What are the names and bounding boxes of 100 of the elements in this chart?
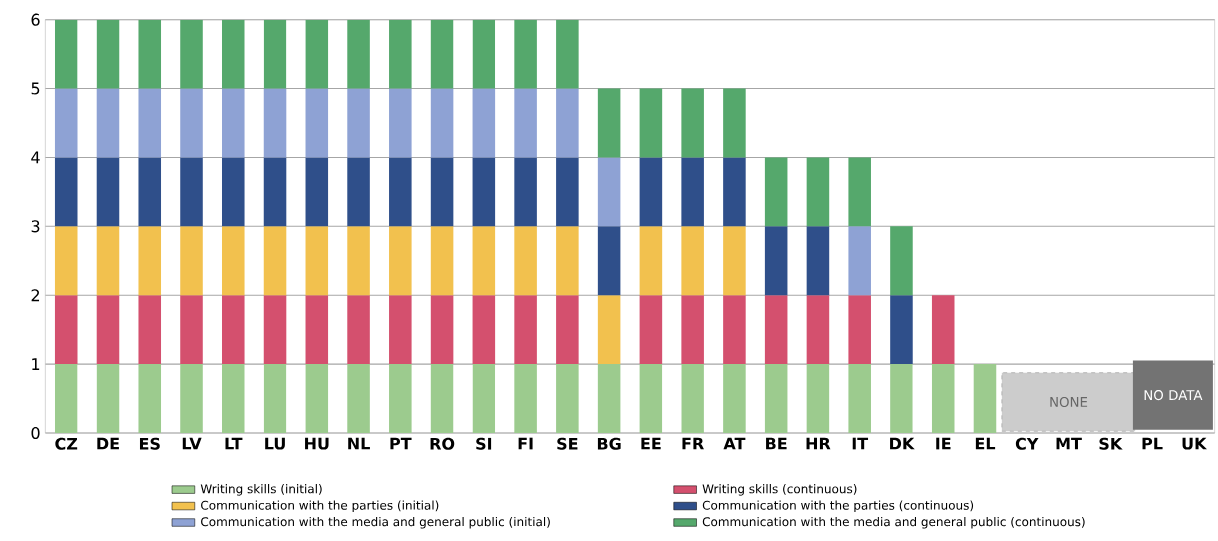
bar (222, 226, 245, 296)
bar (764, 295, 788, 365)
bar (347, 364, 370, 433)
bar (263, 295, 287, 365)
y-tick-label: 1 (32, 358, 40, 370)
bar (305, 364, 329, 433)
bar (54, 19, 78, 89)
x-tick-label: NL (348, 437, 370, 450)
bar (597, 295, 621, 365)
bar (389, 19, 412, 89)
bar (54, 364, 78, 433)
x-tick-label: HU (305, 437, 329, 450)
bar (180, 364, 203, 433)
bar (764, 364, 788, 433)
bar (180, 226, 203, 296)
x-tick-label: BE (766, 437, 787, 450)
bar (556, 157, 579, 227)
x-tick-label: FR (682, 437, 704, 450)
bar (96, 19, 120, 89)
bar (681, 295, 704, 365)
bar (472, 88, 496, 158)
bar (890, 295, 913, 365)
bar (389, 295, 412, 365)
x-tick-label: CZ (55, 437, 78, 450)
x-tick-label: ES (139, 437, 160, 450)
bar (973, 364, 997, 433)
x-tick-label: BG (597, 437, 621, 450)
bar (723, 157, 746, 227)
bar (96, 157, 120, 227)
bar (890, 364, 913, 433)
bar (305, 157, 329, 227)
bar (96, 88, 120, 158)
bar (472, 157, 496, 227)
bar (305, 19, 329, 89)
x-tick-label: SI (476, 437, 492, 450)
x-tick-label: HR (806, 437, 831, 450)
y-tick-label: 4 (31, 151, 40, 164)
bar (556, 364, 579, 433)
bar (639, 364, 663, 433)
bar (138, 19, 162, 89)
x-tick-label: IT (852, 437, 869, 450)
x-tick-label: DK (890, 437, 915, 450)
bar (890, 226, 913, 296)
bar (263, 364, 287, 433)
x-tick-label: SK (1099, 437, 1123, 450)
x-tick-label: PL (1142, 437, 1163, 450)
y-tick-label: 3 (31, 220, 40, 233)
bar (681, 364, 704, 433)
bar (764, 226, 788, 296)
bar (263, 88, 287, 158)
bar (597, 157, 621, 227)
legend-label: Writing skills (continuous) (702, 484, 857, 496)
bar (430, 88, 454, 158)
bar (556, 226, 579, 296)
bar (639, 295, 663, 365)
x-tick-label: CY (1015, 437, 1039, 450)
x-tick-label: LV (182, 437, 202, 450)
bar (138, 88, 162, 158)
x-tick-label: EL (975, 437, 996, 450)
bar (806, 226, 830, 296)
bar (723, 226, 746, 296)
legend-label: Communication with the media and general public (continuous) (702, 516, 1085, 529)
y-tick-label: 0 (31, 426, 40, 440)
bar (472, 19, 496, 89)
bar (681, 226, 704, 296)
bar (222, 88, 245, 158)
bar (389, 157, 412, 227)
bar (430, 364, 454, 433)
bar (514, 226, 537, 296)
bar (472, 295, 496, 365)
x-tick-label: DE (97, 437, 119, 450)
annotation: NO DATA (1144, 390, 1203, 401)
bar (222, 157, 245, 227)
bar (764, 157, 788, 227)
bar (138, 226, 162, 296)
bar (681, 88, 704, 158)
legend-label: Communication with the parties (initial) (201, 500, 439, 513)
bar (347, 157, 370, 227)
bar (305, 226, 329, 296)
bar (263, 157, 287, 227)
bar (848, 226, 871, 296)
bar (597, 364, 621, 433)
bar (305, 295, 329, 365)
bar (138, 364, 162, 433)
bar (806, 157, 830, 227)
bar (931, 364, 955, 433)
bar (263, 226, 287, 296)
x-tick-label: UK (1182, 437, 1207, 450)
bar (305, 88, 329, 158)
bar (347, 19, 370, 89)
y-tick-label: 5 (31, 82, 40, 95)
y-tick-label: 2 (31, 289, 40, 302)
y-tick-label: 6 (31, 13, 40, 26)
bar (222, 19, 245, 89)
bar (180, 295, 203, 365)
bar (639, 88, 663, 158)
bar (514, 157, 537, 227)
bar (806, 295, 830, 365)
bar (556, 295, 579, 365)
bar (556, 19, 579, 89)
